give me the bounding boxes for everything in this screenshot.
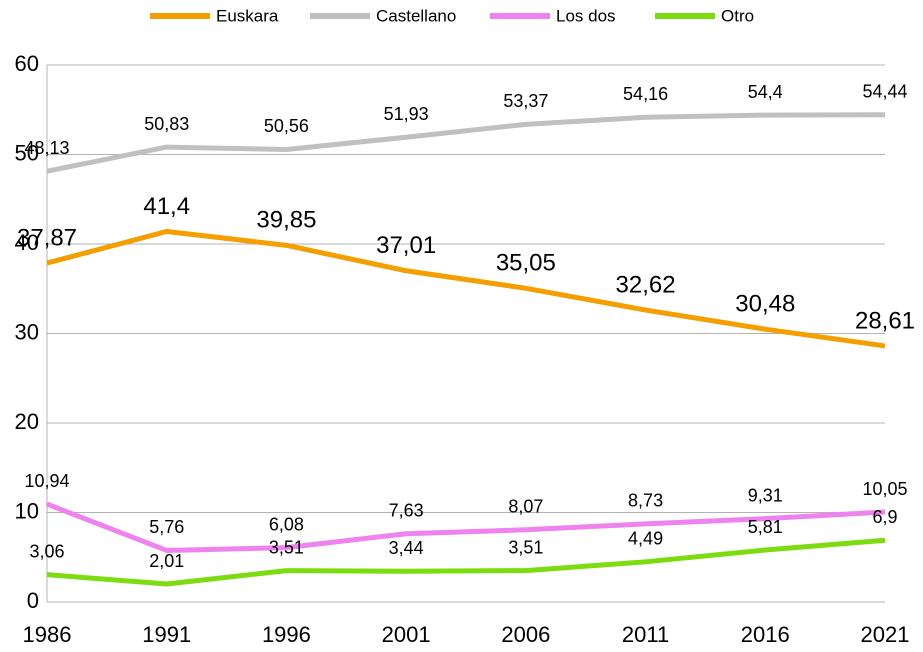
legend-label: Castellano [376, 6, 456, 25]
x-tick-label: 1991 [142, 622, 191, 647]
data-label: 41,4 [143, 193, 190, 220]
data-label: 32,62 [616, 271, 676, 298]
data-label: 28,61 [855, 307, 915, 334]
data-label: 3,51 [269, 537, 304, 557]
legend-label: Los dos [556, 6, 616, 25]
data-label: 5,81 [748, 517, 783, 537]
y-tick-label: 0 [27, 588, 39, 613]
legend-label: Otro [721, 6, 754, 25]
data-label: 54,16 [623, 84, 668, 104]
x-tick-label: 2001 [382, 622, 431, 647]
x-tick-label: 1996 [262, 622, 311, 647]
data-label: 7,63 [389, 500, 424, 520]
legend-label: Euskara [216, 6, 279, 25]
x-tick-label: 2006 [501, 622, 550, 647]
x-tick-label: 2016 [741, 622, 790, 647]
data-label: 3,44 [389, 538, 424, 558]
data-label: 6,08 [269, 514, 304, 534]
data-label: 51,93 [384, 104, 429, 124]
series-line [46, 112, 886, 174]
data-label: 3,06 [29, 541, 64, 561]
data-label: 39,85 [256, 207, 316, 234]
x-tick-label: 2011 [622, 622, 669, 647]
y-tick-label: 30 [15, 319, 39, 344]
series-line [46, 228, 886, 349]
y-tick-label: 10 [15, 498, 39, 523]
series-line [46, 501, 886, 553]
data-label: 50,83 [144, 114, 189, 134]
data-label: 37,87 [17, 224, 77, 251]
y-tick-label: 20 [15, 409, 39, 434]
data-label: 6,9 [872, 507, 897, 527]
data-label: 8,73 [628, 491, 663, 511]
y-tick-label: 60 [15, 51, 39, 76]
data-label: 54,44 [862, 82, 907, 102]
x-tick-label: 1986 [23, 622, 72, 647]
data-label: 10,05 [862, 479, 907, 499]
data-label: 5,76 [149, 517, 184, 537]
data-label: 54,4 [748, 82, 783, 102]
data-label: 30,48 [735, 291, 795, 318]
y-tick-label: 50 [15, 140, 39, 165]
data-label: 37,01 [376, 232, 436, 259]
data-label: 4,49 [628, 529, 663, 549]
data-label: 53,37 [503, 91, 548, 111]
data-label: 50,56 [264, 116, 309, 136]
series-line [46, 537, 886, 587]
data-label: 10,94 [24, 471, 69, 491]
y-tick-label: 40 [15, 230, 39, 255]
data-label: 9,31 [748, 485, 783, 505]
data-label: 8,07 [508, 497, 543, 517]
data-label: 3,51 [508, 537, 543, 557]
data-label: 35,05 [496, 250, 556, 277]
data-label: 48,13 [24, 138, 69, 158]
x-tick-label: 2021 [861, 622, 910, 647]
data-label: 2,01 [149, 551, 184, 571]
